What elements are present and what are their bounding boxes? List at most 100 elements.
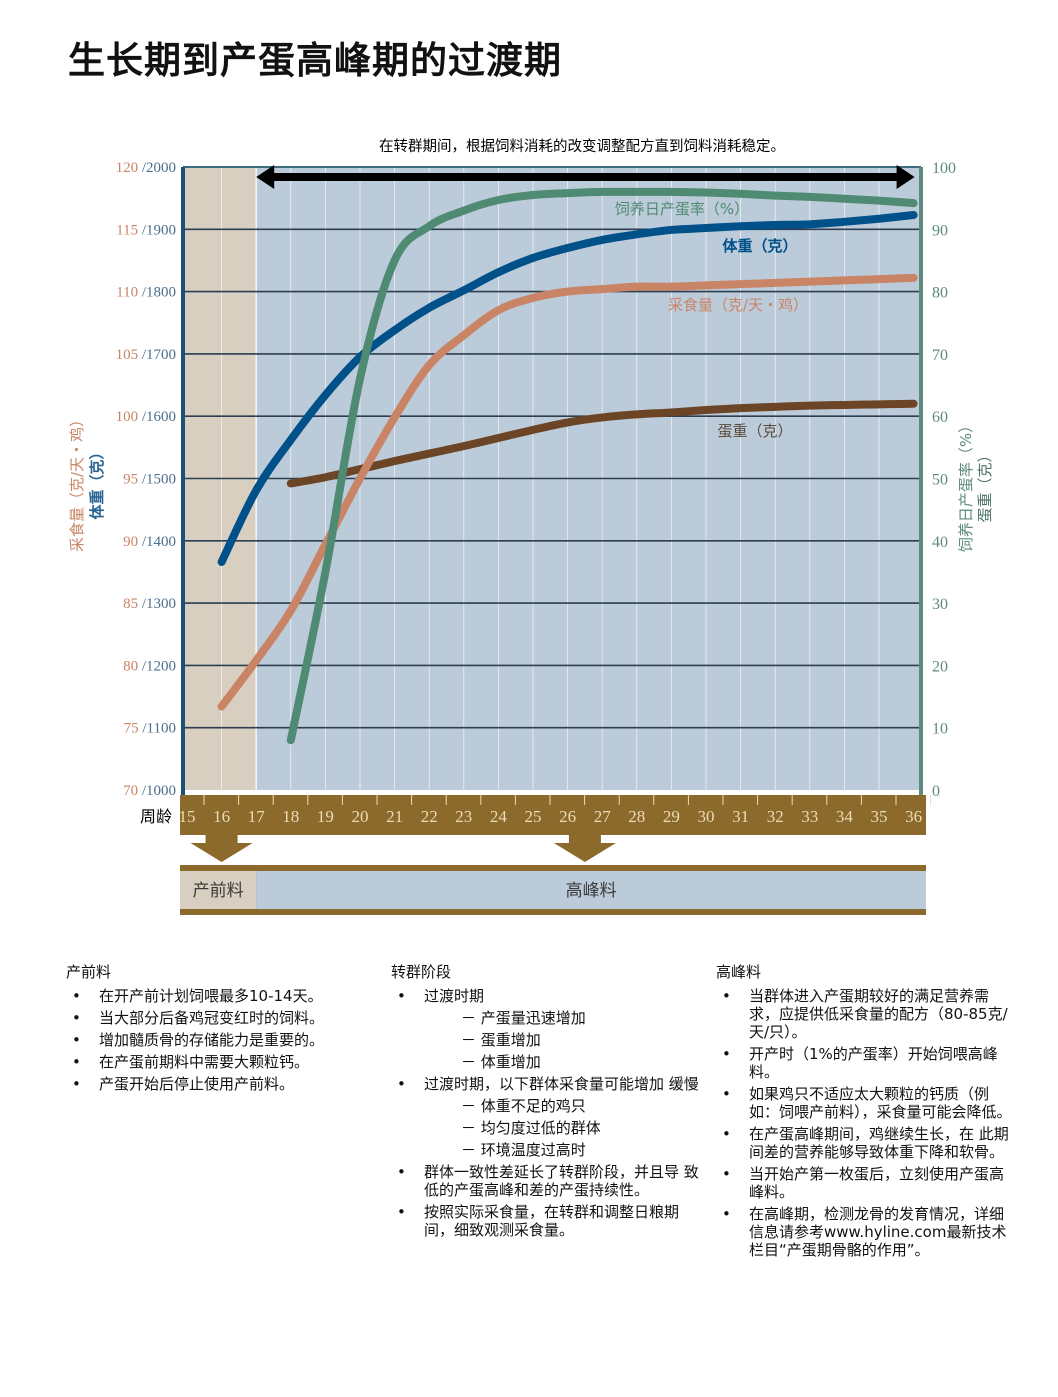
feed-tick: 70	[123, 783, 142, 799]
list-item-text: － 体重不足的鸡只	[461, 1097, 586, 1115]
bullet-icon: •	[72, 987, 81, 1005]
list-item-text: 在高峰期，检测龙骨的发育情况，详细信息请参考www.hyline.com最新技术…	[749, 1205, 1007, 1259]
list-item: • 过渡时期	[391, 987, 701, 1005]
transfer-annotation: 在转群期间，根据饲料消耗的改变调整配方直到饲料消耗稳定。	[379, 138, 785, 155]
week-label: 36	[905, 807, 922, 826]
column-peak: 高峰料 • 当群体进入产蛋期较好的满足营养需求，应提供低采食量的配方（80-85克/…	[716, 963, 1016, 1263]
list-item: • 如果鸡只不适应太大颗粒的钙质（例如：饲喂产前料），采食量可能会降低。	[716, 1085, 1016, 1121]
bullet-icon: •	[397, 987, 406, 1005]
bullet-icon: •	[722, 1205, 731, 1223]
list-item-text: 开产时（1%的产蛋率）开始饲喂高峰料。	[749, 1045, 998, 1081]
bullet-icon: •	[72, 1075, 81, 1093]
feed-tick: 115	[116, 222, 142, 238]
list-item: • 增加髓质骨的存储能力是重要的。	[66, 1031, 376, 1049]
list-item: • 当群体进入产蛋期较好的满足营养需求，应提供低采食量的配方（80-85克/天/只…	[716, 987, 1016, 1041]
right-axis-title-egg: 蛋重（克）	[976, 447, 994, 522]
bullet-list: • 当群体进入产蛋期较好的满足营养需求，应提供低采食量的配方（80-85克/天/只…	[716, 987, 1016, 1259]
week-label: 15	[179, 807, 196, 826]
left-tick-label: 100 /1600	[116, 409, 176, 425]
column-prelay: 产前料 • 在开产前计划饲喂最多10-14天。 • 当大部分后备鸡冠变红时的饲料。 • 增加…	[66, 963, 376, 1097]
week-label: 29	[663, 807, 680, 826]
list-item-text: 过渡时期，以下群体采食量可能增加 缓慢	[424, 1075, 699, 1093]
list-item-text: － 体重增加	[461, 1053, 541, 1071]
right-tick-label: 20	[932, 658, 948, 675]
feed-tick: 95	[123, 472, 142, 488]
sub-list-item: － 环境温度过高时	[391, 1141, 701, 1159]
series-label-feed: 采食量（克/天・鸡）	[668, 296, 808, 314]
week-label: 20	[352, 807, 369, 826]
right-tick-label: 30	[932, 596, 948, 613]
list-item-text: － 产蛋量迅速增加	[461, 1009, 586, 1027]
sub-list-item: － 产蛋量迅速增加	[391, 1009, 701, 1027]
feed-tick: 90	[123, 534, 142, 550]
right-tick-label: 90	[932, 222, 948, 239]
list-item-text: 群体一致性差延长了转群阶段，并且导 致低的产蛋高峰和差的产蛋持续性。	[424, 1163, 699, 1199]
week-label: 17	[248, 807, 266, 826]
bullet-icon: •	[397, 1163, 406, 1181]
list-item: • 在高峰期，检测龙骨的发育情况，详细信息请参考www.hyline.com最新技…	[716, 1205, 1016, 1259]
feed-tick: 75	[124, 721, 143, 737]
week-label: 24	[490, 807, 508, 826]
list-item-text: 在产蛋前期料中需要大颗粒钙。	[99, 1053, 310, 1071]
list-item: • 当开始产第一枚蛋后，立刻使用产蛋高峰料。	[716, 1165, 1016, 1201]
sub-list-item: － 体重增加	[391, 1053, 701, 1071]
week-label: 16	[213, 807, 230, 826]
week-label: 34	[836, 807, 854, 826]
bullet-list: • 过渡时期 － 产蛋量迅速增加 － 蛋重增加 － 体重增加 • 过渡时期，以下群体采食量可…	[391, 987, 701, 1239]
right-axis-title-rate: 饲养日产蛋率（%）	[957, 418, 975, 552]
sub-list-item: － 体重不足的鸡只	[391, 1097, 701, 1115]
right-tick-label: 50	[932, 472, 948, 489]
list-item: • 在产蛋前期料中需要大颗粒钙。	[66, 1053, 376, 1071]
weight-tick: /1300	[142, 596, 176, 612]
phase-label: 产前料	[193, 881, 244, 900]
right-tick-label: 70	[932, 347, 948, 364]
left-axis-title-feed: 采食量（克/天・鸡）	[68, 412, 86, 552]
week-band	[180, 795, 926, 835]
list-item-text: 过渡时期	[424, 987, 485, 1005]
weight-tick: /1800	[142, 285, 176, 301]
weight-tick: /1000	[142, 783, 176, 799]
weight-tick: /2000	[142, 160, 176, 176]
phase-segment	[180, 871, 257, 909]
week-label: 19	[317, 807, 334, 826]
series-label-weight: 体重（克）	[722, 237, 797, 255]
list-item-text: 在产蛋高峰期间，鸡继续生长，在 此期间差的营养能够导致体重下降和软骨。	[749, 1125, 1009, 1161]
left-tick-label: 75 /1100	[124, 721, 176, 737]
body-weight-line	[217, 210, 918, 566]
bullet-icon: •	[722, 1085, 731, 1103]
left-tick-label: 80 /1200	[123, 658, 176, 674]
arrow-down-icon	[553, 835, 616, 862]
list-item: • 群体一致性差延长了转群阶段，并且导 致低的产蛋高峰和差的产蛋持续性。	[391, 1163, 701, 1199]
transition-chart: 120 /2000 115 /1900 110 /1800 105 /1700 100 …	[68, 138, 994, 915]
week-label: 35	[871, 807, 888, 826]
right-tick-label: 80	[932, 285, 948, 302]
list-item-text: 在开产前计划饲喂最多10-14天。	[99, 987, 323, 1005]
weight-tick: /1100	[142, 721, 176, 737]
list-item-text: 如果鸡只不适应太大颗粒的钙质（例如：饲喂产前料），采食量可能会降低。	[749, 1085, 1012, 1121]
arrow-down-icon	[190, 835, 253, 862]
right-tick-label: 0	[932, 783, 940, 800]
feed-tick: 85	[123, 596, 142, 612]
week-label: 26	[559, 807, 576, 826]
right-tick-label: 60	[932, 409, 948, 426]
series-label-production: 饲养日产蛋率（%）	[615, 200, 749, 218]
bullet-icon: •	[722, 1125, 731, 1143]
list-item-text: 当群体进入产蛋期较好的满足营养需求，应提供低采食量的配方（80-85克/天/只）…	[749, 987, 1008, 1041]
bullet-icon: •	[397, 1075, 406, 1093]
left-tick-label: 120 /2000	[116, 160, 176, 176]
list-item-text: 当大部分后备鸡冠变红时的饲料。	[99, 1009, 325, 1027]
feed-tick: 105	[116, 347, 142, 363]
left-axis-title-weight: 体重（克）	[88, 444, 106, 519]
week-label: 28	[628, 807, 645, 826]
week-label: 32	[767, 807, 784, 826]
list-item-text: 增加髓质骨的存储能力是重要的。	[99, 1031, 325, 1049]
bullet-list: • 在开产前计划饲喂最多10-14天。 • 当大部分后备鸡冠变红时的饲料。 • 增加髓质骨…	[66, 987, 376, 1093]
series-label-egg: 蛋重（克）	[717, 422, 792, 440]
feed-tick: 100	[116, 409, 142, 425]
left-tick-label: 115 /1900	[116, 222, 176, 238]
arrow-right-icon	[896, 165, 915, 189]
list-item: • 在产蛋高峰期间，鸡继续生长，在 此期间差的营养能够导致体重下降和软骨。	[716, 1125, 1016, 1161]
list-item-text: － 均匀度过低的群体	[461, 1119, 601, 1137]
right-tick-label: 40	[932, 534, 948, 551]
feed-tick: 80	[123, 658, 142, 674]
